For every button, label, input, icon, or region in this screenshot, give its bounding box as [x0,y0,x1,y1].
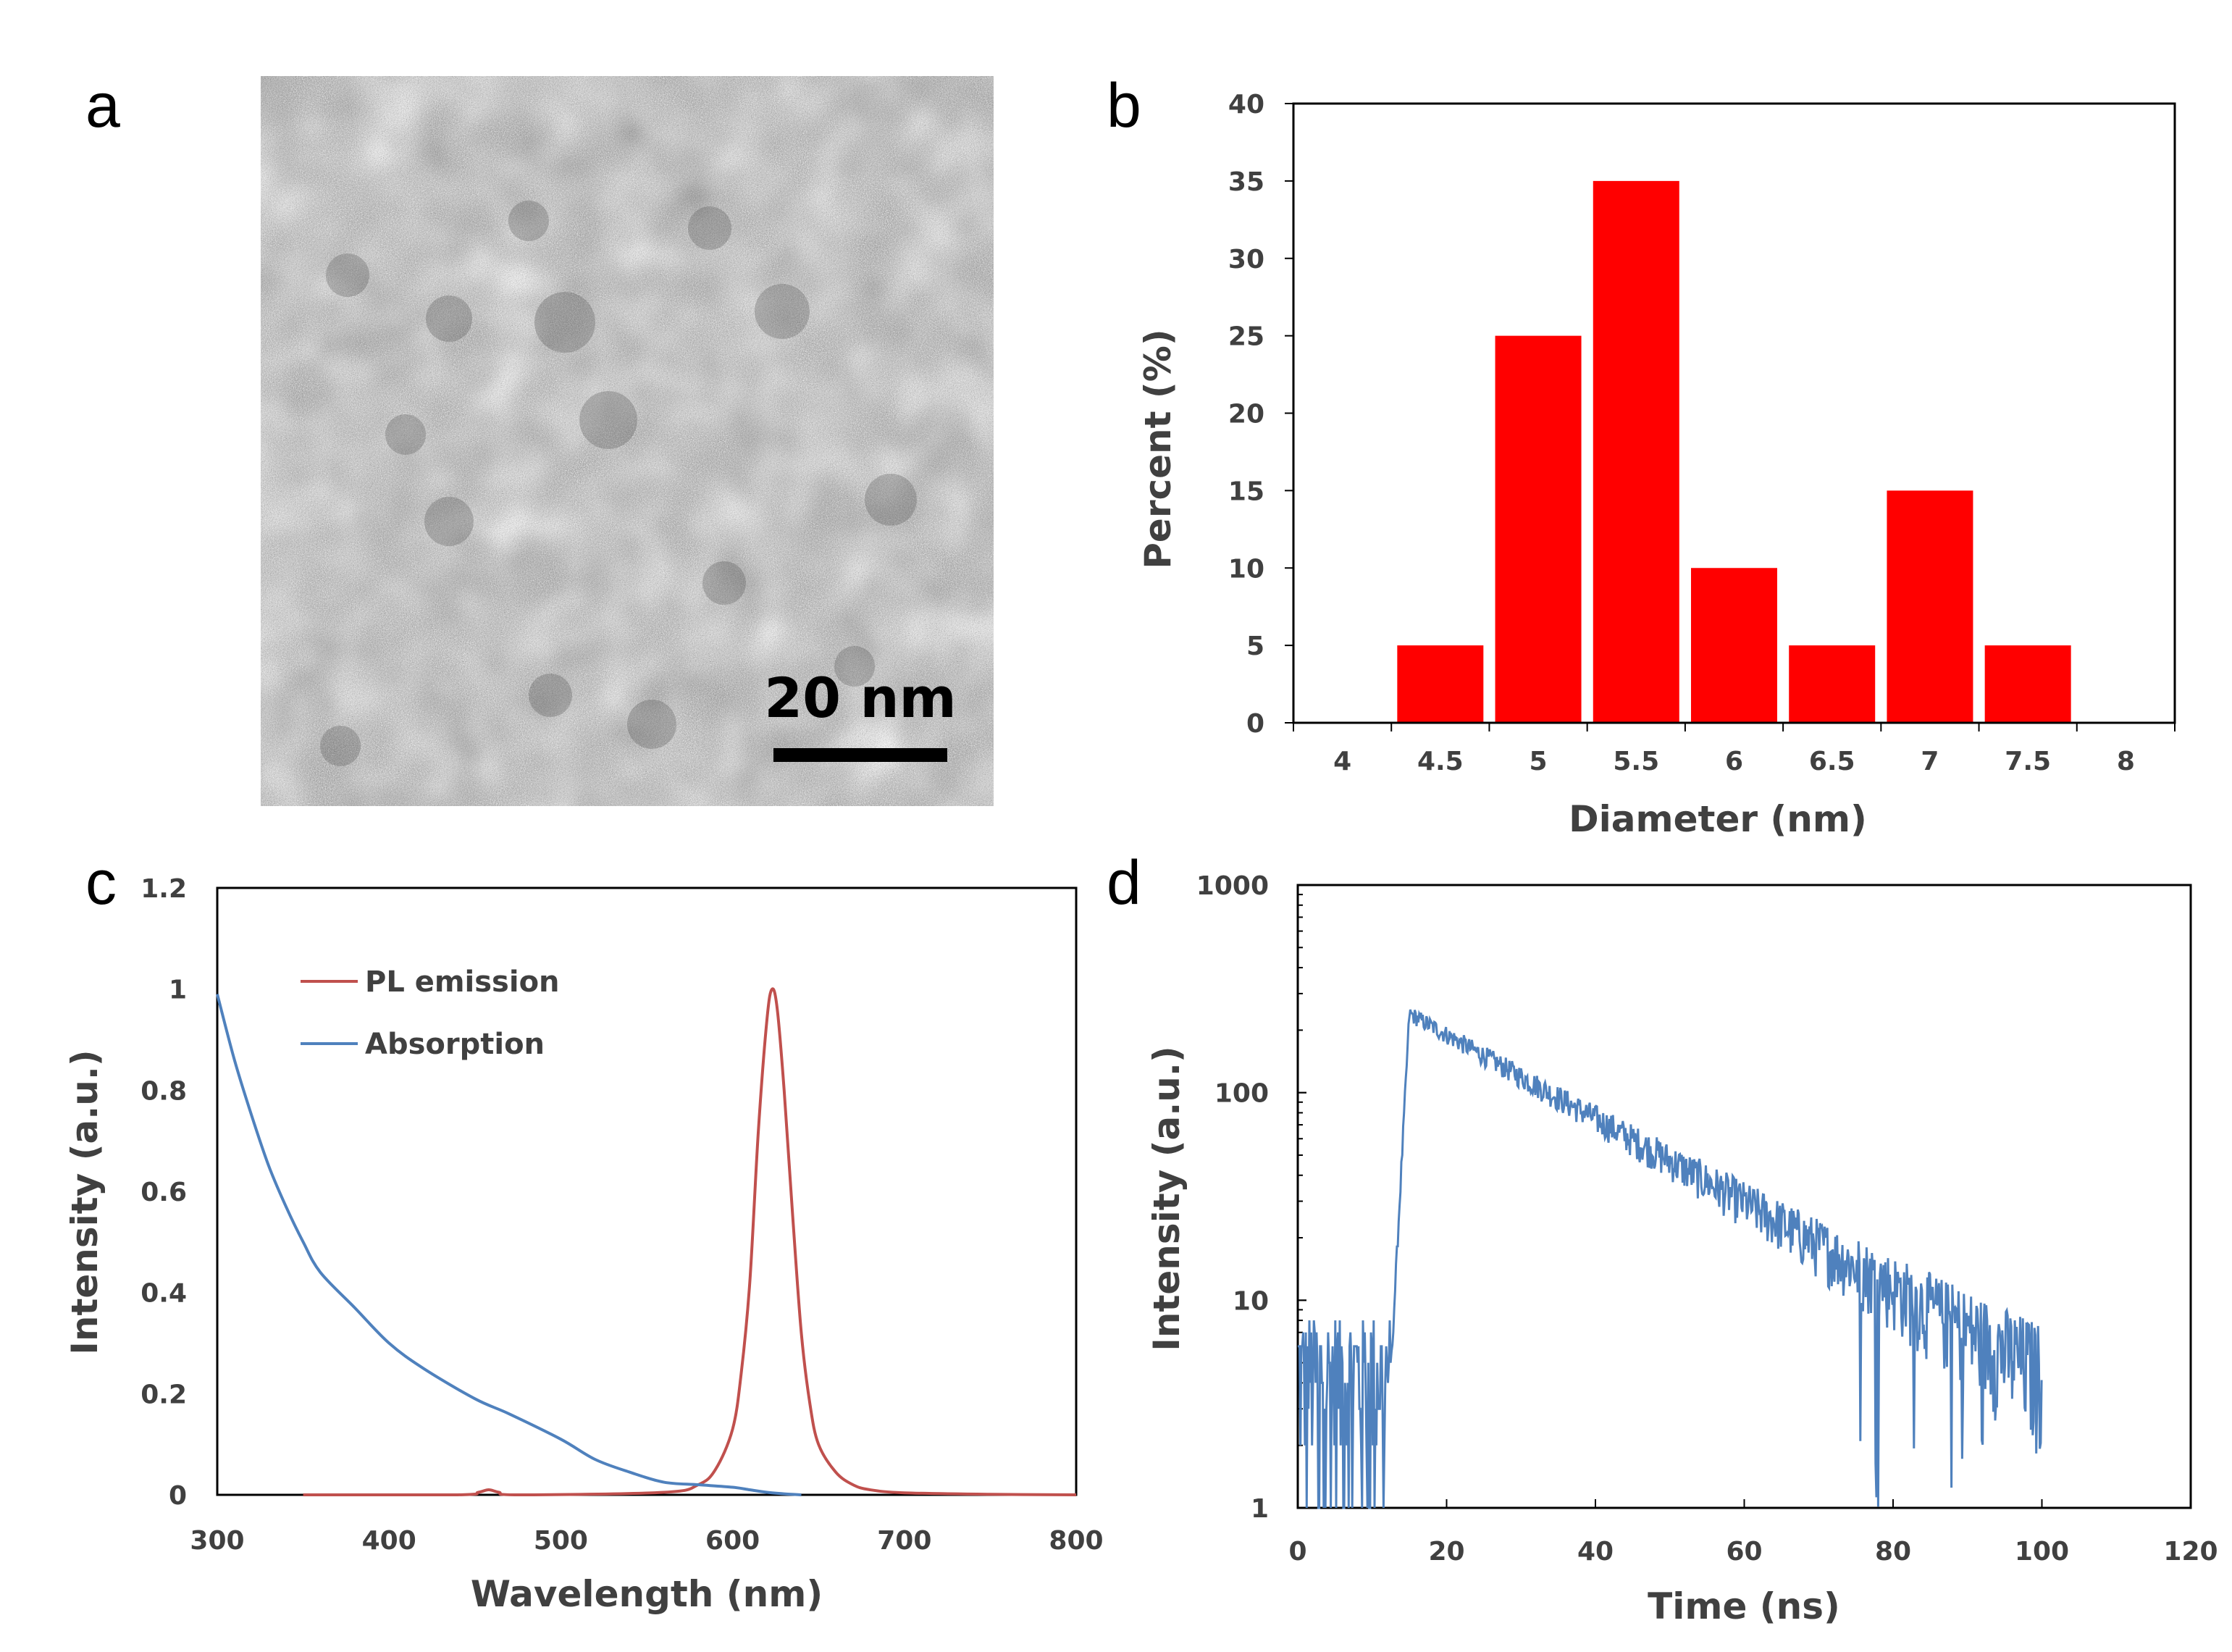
b-bar-6.5 [1789,645,1876,723]
b-x-tick-label: 4.5 [1417,747,1464,776]
c-line-pl-emission [303,987,1077,1497]
d-y-tick-label: 100 [1214,1079,1269,1109]
b-bar-7 [1887,490,1973,723]
panel-letter-b: b [1107,71,1141,141]
c-series [216,987,1077,1497]
b-bar-6 [1691,568,1777,723]
panel-letter-c: c [85,848,117,918]
c-y-tick-label: 1 [169,976,187,1005]
c-y-tick-labels: 0 0.2 0.4 0.6 0.8 1 1.2 [140,874,187,1511]
c-y-tick-label: 1.2 [140,874,187,904]
tem-dots [320,201,917,766]
panel-letter-d: d [1107,848,1141,918]
d-y-tick-labels: 1 10 100 1000 [1196,871,1269,1524]
c-legend-absorption: Absorption [365,1028,545,1061]
d-y-tick-label: 10 [1233,1286,1269,1316]
b-x-tick-label: 6.5 [1809,747,1855,776]
d-plot-frame [1296,884,2192,1509]
b-y-tick-label: 40 [1228,90,1264,120]
d-x-tick-label: 0 [1288,1537,1306,1567]
b-y-tick-label: 35 [1228,167,1264,197]
d-y-tick-label: 1 [1251,1494,1269,1524]
panel-d: d 1 10 100 1000 0 20 40 60 80 100 120 Time (ns) I… [1107,848,2218,1627]
d-x-axis-title: Time (ns) [1648,1585,1840,1627]
b-x-tick-label: 4 [1333,747,1351,776]
d-x-tick-label: 40 [1577,1537,1614,1567]
b-x-tick-label: 5.5 [1613,747,1659,776]
d-x-tick-label: 120 [2163,1537,2218,1567]
b-y-axis-title: Percent (%) [1137,329,1179,569]
c-x-tick-label: 800 [1049,1526,1103,1556]
b-y-tick-label: 15 [1228,477,1264,506]
b-bar-5.5 [1593,180,1679,723]
c-line-absorption [216,994,802,1496]
scale-bar [773,748,947,762]
b-bar-4.5 [1397,645,1484,723]
c-y-tick-label: 0.2 [140,1380,187,1409]
c-y-tick-label: 0.4 [140,1279,187,1309]
d-series [1298,1009,2043,1509]
c-plot-frame [216,886,1078,1496]
d-x-tick-label: 60 [1726,1537,1762,1567]
d-x-tick-labels: 0 20 40 60 80 100 120 [1288,1537,2218,1567]
b-y-tick-label: 0 [1246,709,1264,739]
c-x-tick-label: 600 [705,1526,760,1556]
b-x-tick-label: 7.5 [2005,747,2051,776]
b-y-tick-label: 30 [1228,245,1264,274]
b-bar-7.5 [1984,645,2071,723]
b-y-tick-label: 20 [1228,400,1264,429]
b-bars [1397,180,2071,723]
d-x-tick-label: 100 [2015,1537,2069,1567]
d-line-decay [1298,1009,2043,1509]
d-x-tick-label: 20 [1428,1537,1464,1567]
b-x-axis-title: Diameter (nm) [1569,798,1867,840]
b-x-tick-label: 5 [1530,747,1548,776]
c-legend-pl-emission: PL emission [365,965,560,999]
c-y-tick-label: 0.8 [140,1076,187,1106]
b-y-tick-label: 25 [1228,322,1264,352]
b-y-tick-labels: 0 5 10 15 20 25 30 35 40 [1228,90,1264,739]
c-x-tick-label: 700 [877,1526,931,1556]
b-y-tick-label: 5 [1246,632,1264,661]
d-minor-ticks [1297,884,2191,1509]
scale-bar-label: 20 nm [764,666,957,730]
c-x-tick-label: 400 [362,1526,416,1556]
d-x-tick-label: 80 [1875,1537,1911,1567]
c-x-tick-label: 500 [534,1526,588,1556]
b-y-tick-label: 10 [1228,554,1264,584]
b-x-tick-labels: 4 4.5 5 5.5 6 6.5 7 7.5 8 [1333,747,2135,776]
b-x-tick-label: 7 [1921,747,1939,776]
panel-b: b 0 5 10 15 20 25 30 35 40 4 4.5 5 5.5 6 6.5 7 7.5 8 Dia… [1107,71,2176,840]
c-y-tick-label: 0.6 [140,1178,187,1207]
panel-a: a [85,71,994,806]
c-x-tick-labels: 300 400 500 600 700 800 [190,1526,1103,1556]
c-x-tick-label: 300 [190,1526,244,1556]
c-y-tick-label: 0 [169,1481,187,1511]
b-bar-5 [1495,335,1582,723]
panel-c: c 0 0.2 0.4 0.6 0.8 1 1.2 300 400 500 600 700 800 P… [64,848,1104,1615]
c-legend: PL emission Absorption [301,965,560,1061]
c-x-axis-title: Wavelength (nm) [471,1573,823,1615]
b-x-tick-label: 8 [2117,747,2135,776]
b-x-tick-label: 6 [1725,747,1743,776]
d-y-tick-label: 1000 [1196,871,1269,901]
panel-letter-a: a [85,71,120,141]
b-tick-marks [1285,103,2176,731]
d-y-axis-title: Intensity (a.u.) [1146,1046,1188,1351]
tem-image [261,76,994,806]
c-y-axis-title: Intensity (a.u.) [64,1049,106,1354]
